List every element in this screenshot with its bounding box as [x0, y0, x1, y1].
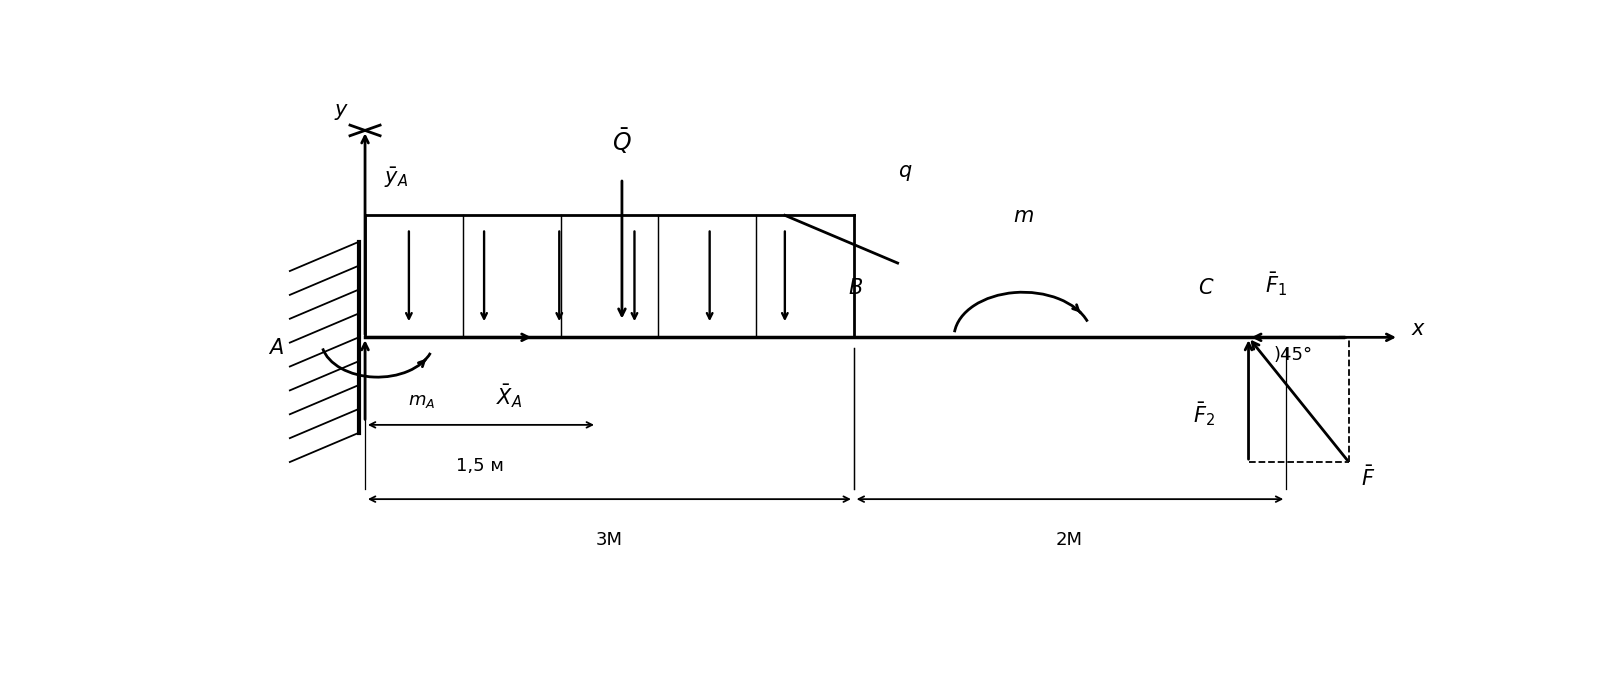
Text: $\bar{Q}$: $\bar{Q}$: [613, 126, 632, 156]
Text: 1,5 м: 1,5 м: [456, 457, 505, 475]
Text: 3М: 3М: [597, 531, 623, 549]
Text: 2М: 2М: [1056, 531, 1083, 549]
Text: $\bar{X}_A$: $\bar{X}_A$: [496, 382, 522, 410]
Text: $\bar{F}_2$: $\bar{F}_2$: [1193, 400, 1214, 428]
Text: )45°: )45°: [1274, 346, 1313, 364]
Text: $y$: $y$: [333, 103, 349, 123]
Text: $\bar{y}_A$: $\bar{y}_A$: [383, 166, 407, 190]
Text: A: A: [270, 338, 283, 358]
Text: $m$: $m$: [1012, 206, 1033, 226]
Text: C: C: [1198, 278, 1213, 298]
Text: $q$: $q$: [897, 163, 912, 183]
Text: $\bar{F}_1$: $\bar{F}_1$: [1264, 269, 1287, 298]
Text: B: B: [849, 278, 863, 298]
Text: $\bar{F}$: $\bar{F}$: [1362, 466, 1376, 490]
Text: $x$: $x$: [1412, 320, 1426, 340]
Text: $m_A$: $m_A$: [407, 392, 435, 410]
